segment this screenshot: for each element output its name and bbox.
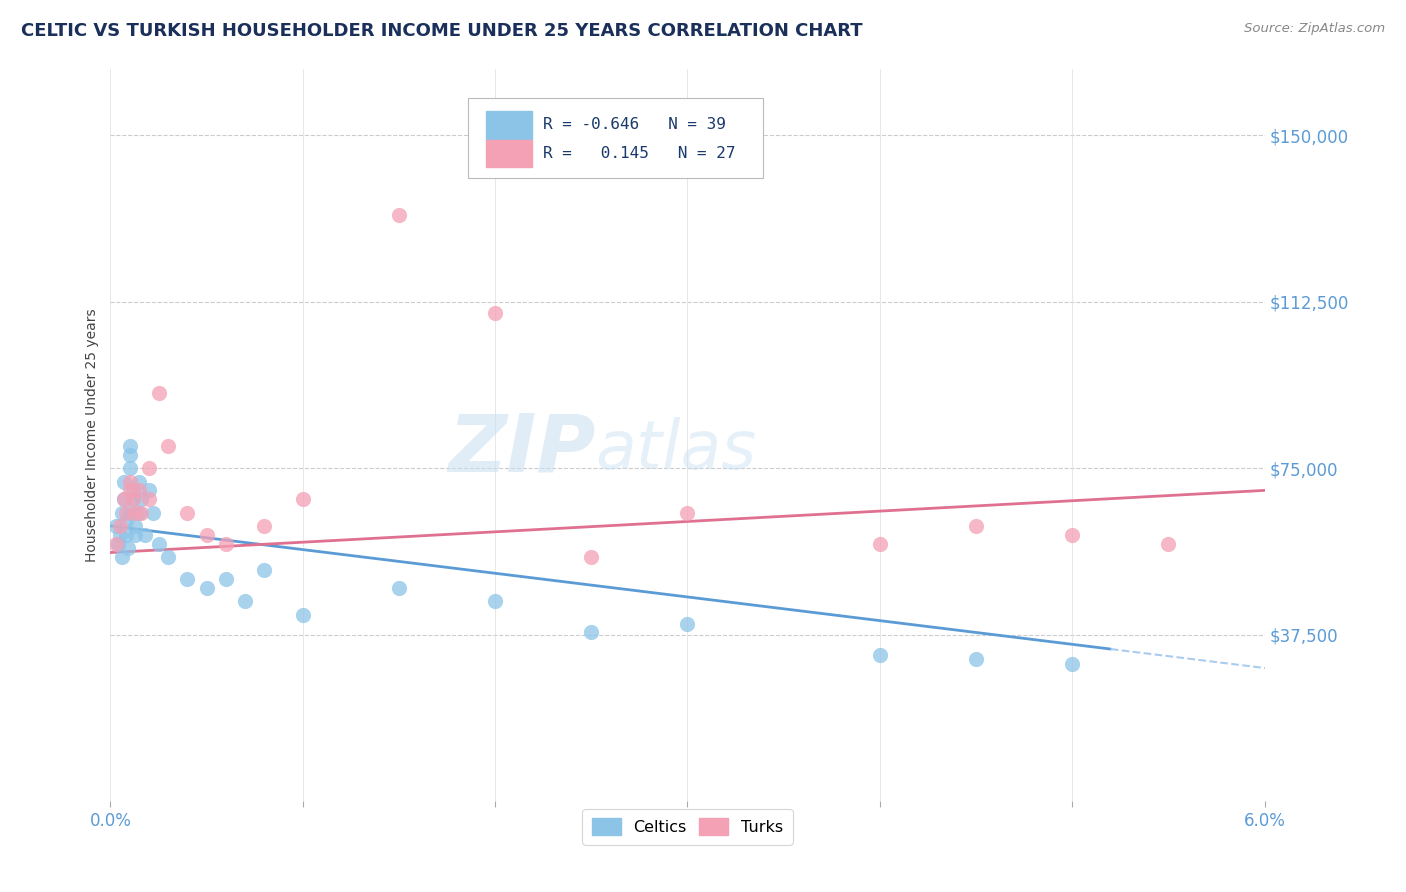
- Point: [291, 607, 314, 622]
- Point: [215, 572, 238, 586]
- Point: [965, 652, 987, 666]
- Point: [122, 483, 145, 498]
- Point: [388, 208, 411, 222]
- Point: [215, 536, 238, 550]
- Point: [484, 306, 506, 320]
- Point: [128, 506, 150, 520]
- Point: [965, 519, 987, 533]
- Point: [176, 506, 198, 520]
- Point: [118, 448, 141, 462]
- Y-axis label: Householder Income Under 25 years: Householder Income Under 25 years: [86, 308, 100, 562]
- Point: [128, 483, 150, 498]
- Point: [484, 594, 506, 608]
- Point: [869, 648, 891, 662]
- Bar: [485, 111, 531, 139]
- Point: [134, 528, 156, 542]
- Point: [129, 506, 152, 520]
- Point: [253, 563, 276, 577]
- Bar: [485, 139, 531, 168]
- Point: [176, 572, 198, 586]
- Point: [108, 519, 131, 533]
- Point: [118, 506, 141, 520]
- Point: [1157, 536, 1180, 550]
- Text: CELTIC VS TURKISH HOUSEHOLDER INCOME UNDER 25 YEARS CORRELATION CHART: CELTIC VS TURKISH HOUSEHOLDER INCOME UND…: [21, 22, 863, 40]
- Point: [1062, 657, 1084, 671]
- Point: [676, 506, 699, 520]
- Point: [111, 549, 134, 564]
- Point: [195, 581, 218, 595]
- Point: [114, 528, 136, 542]
- Text: atlas: atlas: [595, 417, 756, 483]
- Point: [1062, 528, 1084, 542]
- Point: [105, 519, 128, 533]
- Point: [105, 536, 128, 550]
- Point: [291, 492, 314, 507]
- Point: [195, 528, 218, 542]
- FancyBboxPatch shape: [468, 98, 762, 178]
- Point: [388, 581, 411, 595]
- Point: [233, 594, 256, 608]
- Point: [118, 439, 141, 453]
- Legend: Celtics, Turks: Celtics, Turks: [582, 809, 793, 845]
- Text: R =   0.145   N = 27: R = 0.145 N = 27: [543, 146, 735, 161]
- Point: [869, 536, 891, 550]
- Point: [138, 461, 160, 475]
- Point: [114, 506, 136, 520]
- Point: [112, 492, 135, 507]
- Text: R = -0.646   N = 39: R = -0.646 N = 39: [543, 118, 725, 132]
- Point: [107, 536, 129, 550]
- Point: [157, 549, 180, 564]
- Point: [253, 519, 276, 533]
- Point: [122, 492, 145, 507]
- Point: [112, 475, 135, 489]
- Point: [112, 492, 135, 507]
- Point: [148, 385, 170, 400]
- Point: [581, 549, 603, 564]
- Point: [676, 616, 699, 631]
- Point: [124, 528, 146, 542]
- Point: [118, 475, 141, 489]
- Point: [128, 475, 150, 489]
- Text: ZIP: ZIP: [447, 410, 595, 489]
- Point: [138, 483, 160, 498]
- Point: [118, 461, 141, 475]
- Point: [581, 625, 603, 640]
- Point: [114, 515, 136, 529]
- Point: [111, 506, 134, 520]
- Point: [108, 528, 131, 542]
- Point: [117, 541, 139, 555]
- Point: [122, 492, 145, 507]
- Point: [142, 506, 165, 520]
- Point: [124, 519, 146, 533]
- Point: [157, 439, 180, 453]
- Text: Source: ZipAtlas.com: Source: ZipAtlas.com: [1244, 22, 1385, 36]
- Point: [118, 483, 141, 498]
- Point: [138, 492, 160, 507]
- Point: [124, 506, 146, 520]
- Point: [129, 492, 152, 507]
- Point: [148, 536, 170, 550]
